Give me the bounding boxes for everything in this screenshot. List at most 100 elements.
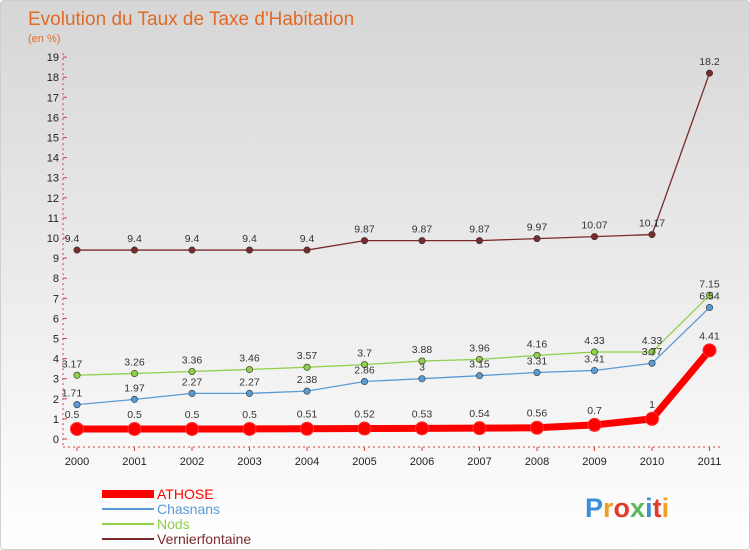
- x-tick-label: 2000: [65, 456, 89, 468]
- data-point: [70, 421, 84, 436]
- data-label: 0.5: [185, 409, 200, 421]
- data-point: [702, 343, 717, 358]
- data-label: 4.33: [584, 335, 605, 347]
- y-tick-label: 0: [53, 434, 59, 446]
- data-point: [475, 237, 483, 245]
- data-label: 4.16: [527, 338, 548, 350]
- y-tick-label: 10: [47, 233, 59, 245]
- y-tick-label: 2: [53, 394, 59, 406]
- data-point: [188, 367, 196, 375]
- data-label: 9.4: [65, 233, 80, 245]
- data-point: [705, 304, 713, 312]
- y-tick-label: 4: [53, 354, 59, 366]
- y-tick-label: 8: [53, 273, 59, 285]
- y-tick-label: 18: [47, 72, 59, 84]
- data-label: 3.77: [642, 346, 663, 358]
- data-point: [303, 246, 311, 254]
- data-label: 3.17: [62, 358, 83, 370]
- data-point: [300, 421, 314, 436]
- data-label: 9.4: [300, 233, 315, 245]
- data-label: 0.5: [242, 409, 257, 421]
- data-point: [418, 375, 426, 383]
- series-line-vernierfontaine: [77, 72, 711, 251]
- data-point: [648, 231, 656, 239]
- data-point: [645, 411, 659, 426]
- y-tick-label: 13: [47, 173, 59, 185]
- x-tick-label: 2004: [295, 456, 319, 468]
- data-point: [533, 235, 541, 243]
- data-point: [188, 389, 196, 397]
- data-point: [185, 421, 199, 436]
- y-tick-label: 1: [53, 414, 59, 426]
- data-label: 1.71: [62, 388, 83, 400]
- data-point: [533, 368, 541, 376]
- data-point: [360, 361, 368, 369]
- y-tick-label: 14: [47, 153, 59, 165]
- data-label: 10.17: [639, 218, 665, 230]
- data-point: [418, 357, 426, 365]
- data-point: [73, 401, 81, 409]
- data-label: 6.54: [699, 291, 720, 303]
- proxiti-logo: Proxiti: [585, 493, 669, 523]
- legend-label-athose: ATHOSE: [157, 486, 214, 502]
- data-label: 2.38: [297, 374, 318, 386]
- data-label: 9.4: [185, 233, 200, 245]
- chart-subtitle: (en %): [28, 33, 60, 45]
- data-label: 3.96: [469, 342, 490, 354]
- legend-label-nods: Nods: [157, 516, 190, 532]
- data-label: 18.2: [699, 56, 720, 68]
- x-tick-label: 2008: [525, 456, 549, 468]
- x-tick-label: 2006: [410, 456, 434, 468]
- data-label: 0.53: [412, 408, 433, 420]
- data-point: [303, 363, 311, 371]
- data-point: [705, 291, 713, 299]
- x-tick-label: 2005: [352, 456, 376, 468]
- data-label: 2.27: [182, 376, 203, 388]
- x-tick-label: 2003: [237, 456, 261, 468]
- chart-title: Evolution du Taux de Taxe d'Habitation: [28, 9, 354, 30]
- x-tick-label: 2009: [582, 456, 606, 468]
- data-point: [705, 69, 713, 77]
- data-point: [648, 359, 656, 367]
- data-label: 10.07: [581, 220, 607, 232]
- x-tick-label: 2011: [698, 456, 722, 468]
- data-point: [587, 417, 602, 432]
- data-label: 1.97: [124, 382, 145, 394]
- data-label: 3.15: [469, 359, 490, 371]
- data-point: [303, 387, 311, 395]
- series-line-chasnans: [76, 307, 710, 406]
- y-tick-label: 5: [53, 334, 59, 346]
- data-point: [246, 389, 254, 397]
- data-point: [530, 420, 544, 435]
- data-label: 3.36: [182, 354, 203, 366]
- data-label: 9.87: [412, 224, 433, 236]
- data-label: 9.4: [242, 233, 257, 245]
- data-point: [242, 421, 257, 436]
- data-label: 4.33: [642, 335, 663, 347]
- data-label: 3.57: [297, 350, 318, 362]
- data-label: 7.15: [699, 278, 720, 290]
- legend-label-vernierfontaine: Vernierfontaine: [157, 531, 251, 547]
- data-point: [475, 355, 483, 363]
- x-tick-label: 2001: [122, 456, 146, 468]
- x-tick-label: 2002: [180, 456, 204, 468]
- data-label: 9.87: [354, 224, 375, 236]
- data-label: 0.7: [587, 405, 602, 417]
- data-label: 3.26: [124, 356, 145, 368]
- data-label: 3.31: [527, 355, 548, 367]
- data-point: [648, 348, 656, 356]
- data-point: [590, 366, 598, 374]
- y-tick-label: 11: [48, 213, 59, 225]
- y-tick-label: 19: [47, 52, 59, 64]
- data-label: 0.5: [65, 409, 80, 421]
- data-label: 0.51: [297, 409, 318, 421]
- data-label: 1: [649, 399, 655, 411]
- data-label: 0.5: [127, 409, 142, 421]
- data-label: 4.41: [699, 330, 720, 342]
- data-point: [127, 421, 142, 436]
- data-point: [131, 246, 139, 254]
- data-point: [418, 237, 426, 245]
- data-point: [415, 421, 429, 436]
